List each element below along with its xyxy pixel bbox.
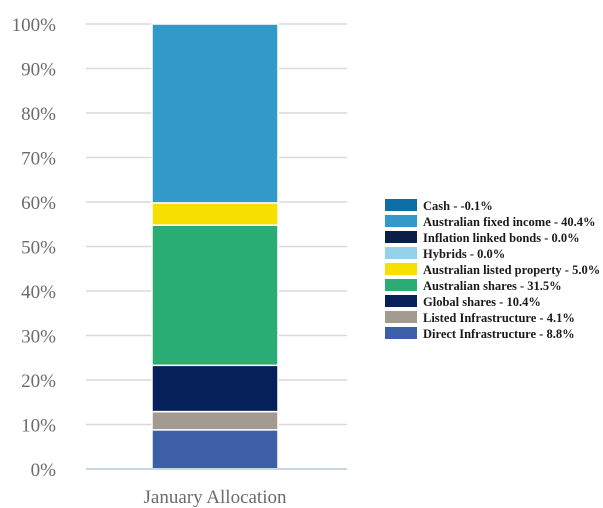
legend-swatch (385, 231, 417, 243)
y-tick-label: 20% (21, 371, 56, 392)
legend-swatch (385, 311, 417, 323)
y-tick-label: 30% (21, 327, 56, 348)
legend-swatch (385, 215, 417, 227)
bar-segment (151, 364, 279, 413)
legend-swatch (385, 199, 417, 211)
legend-swatch (385, 327, 417, 339)
y-tick-label: 10% (21, 416, 56, 437)
legend-swatch (385, 247, 417, 259)
stacked-bar (151, 23, 279, 470)
bar-segment (151, 202, 279, 226)
bar-segment (151, 23, 279, 204)
legend: Cash - -0.1% Australian fixed income - 40… (385, 199, 600, 341)
y-tick-label: 40% (21, 282, 56, 303)
x-axis-categories: January Allocation (144, 487, 287, 508)
legend-label: Australian shares - 31.5% (423, 279, 562, 293)
y-tick-label: 80% (21, 104, 56, 125)
legend-label: Australian fixed income - 40.4% (423, 215, 596, 229)
y-axis-ticks: 0% 10% 20% 30% 40% 50% 60% 70% 80% 90% 100% (12, 15, 57, 481)
legend-swatch (385, 295, 417, 307)
legend-label: Inflation linked bonds - 0.0% (423, 231, 580, 245)
y-tick-label: 100% (12, 15, 57, 36)
legend-swatch (385, 279, 417, 291)
y-tick-label: 90% (21, 60, 56, 81)
bar-segment (151, 410, 279, 431)
legend-label: Hybrids - 0.0% (423, 247, 505, 261)
legend-label: Listed Infrastructure - 4.1% (423, 311, 575, 325)
legend-label: Global shares - 10.4% (423, 295, 541, 309)
bar-segment (151, 224, 279, 367)
y-tick-label: 0% (31, 460, 57, 481)
legend-label: Australian listed property - 5.0% (423, 263, 600, 277)
y-tick-label: 50% (21, 238, 56, 259)
bar-segment (151, 429, 279, 470)
y-tick-label: 60% (21, 193, 56, 214)
y-tick-label: 70% (21, 149, 56, 170)
legend-label: Cash - -0.1% (423, 199, 493, 213)
legend-swatch (385, 263, 417, 275)
x-category-label: January Allocation (144, 487, 287, 508)
legend-label: Direct Infrastructure - 8.8% (423, 327, 575, 341)
